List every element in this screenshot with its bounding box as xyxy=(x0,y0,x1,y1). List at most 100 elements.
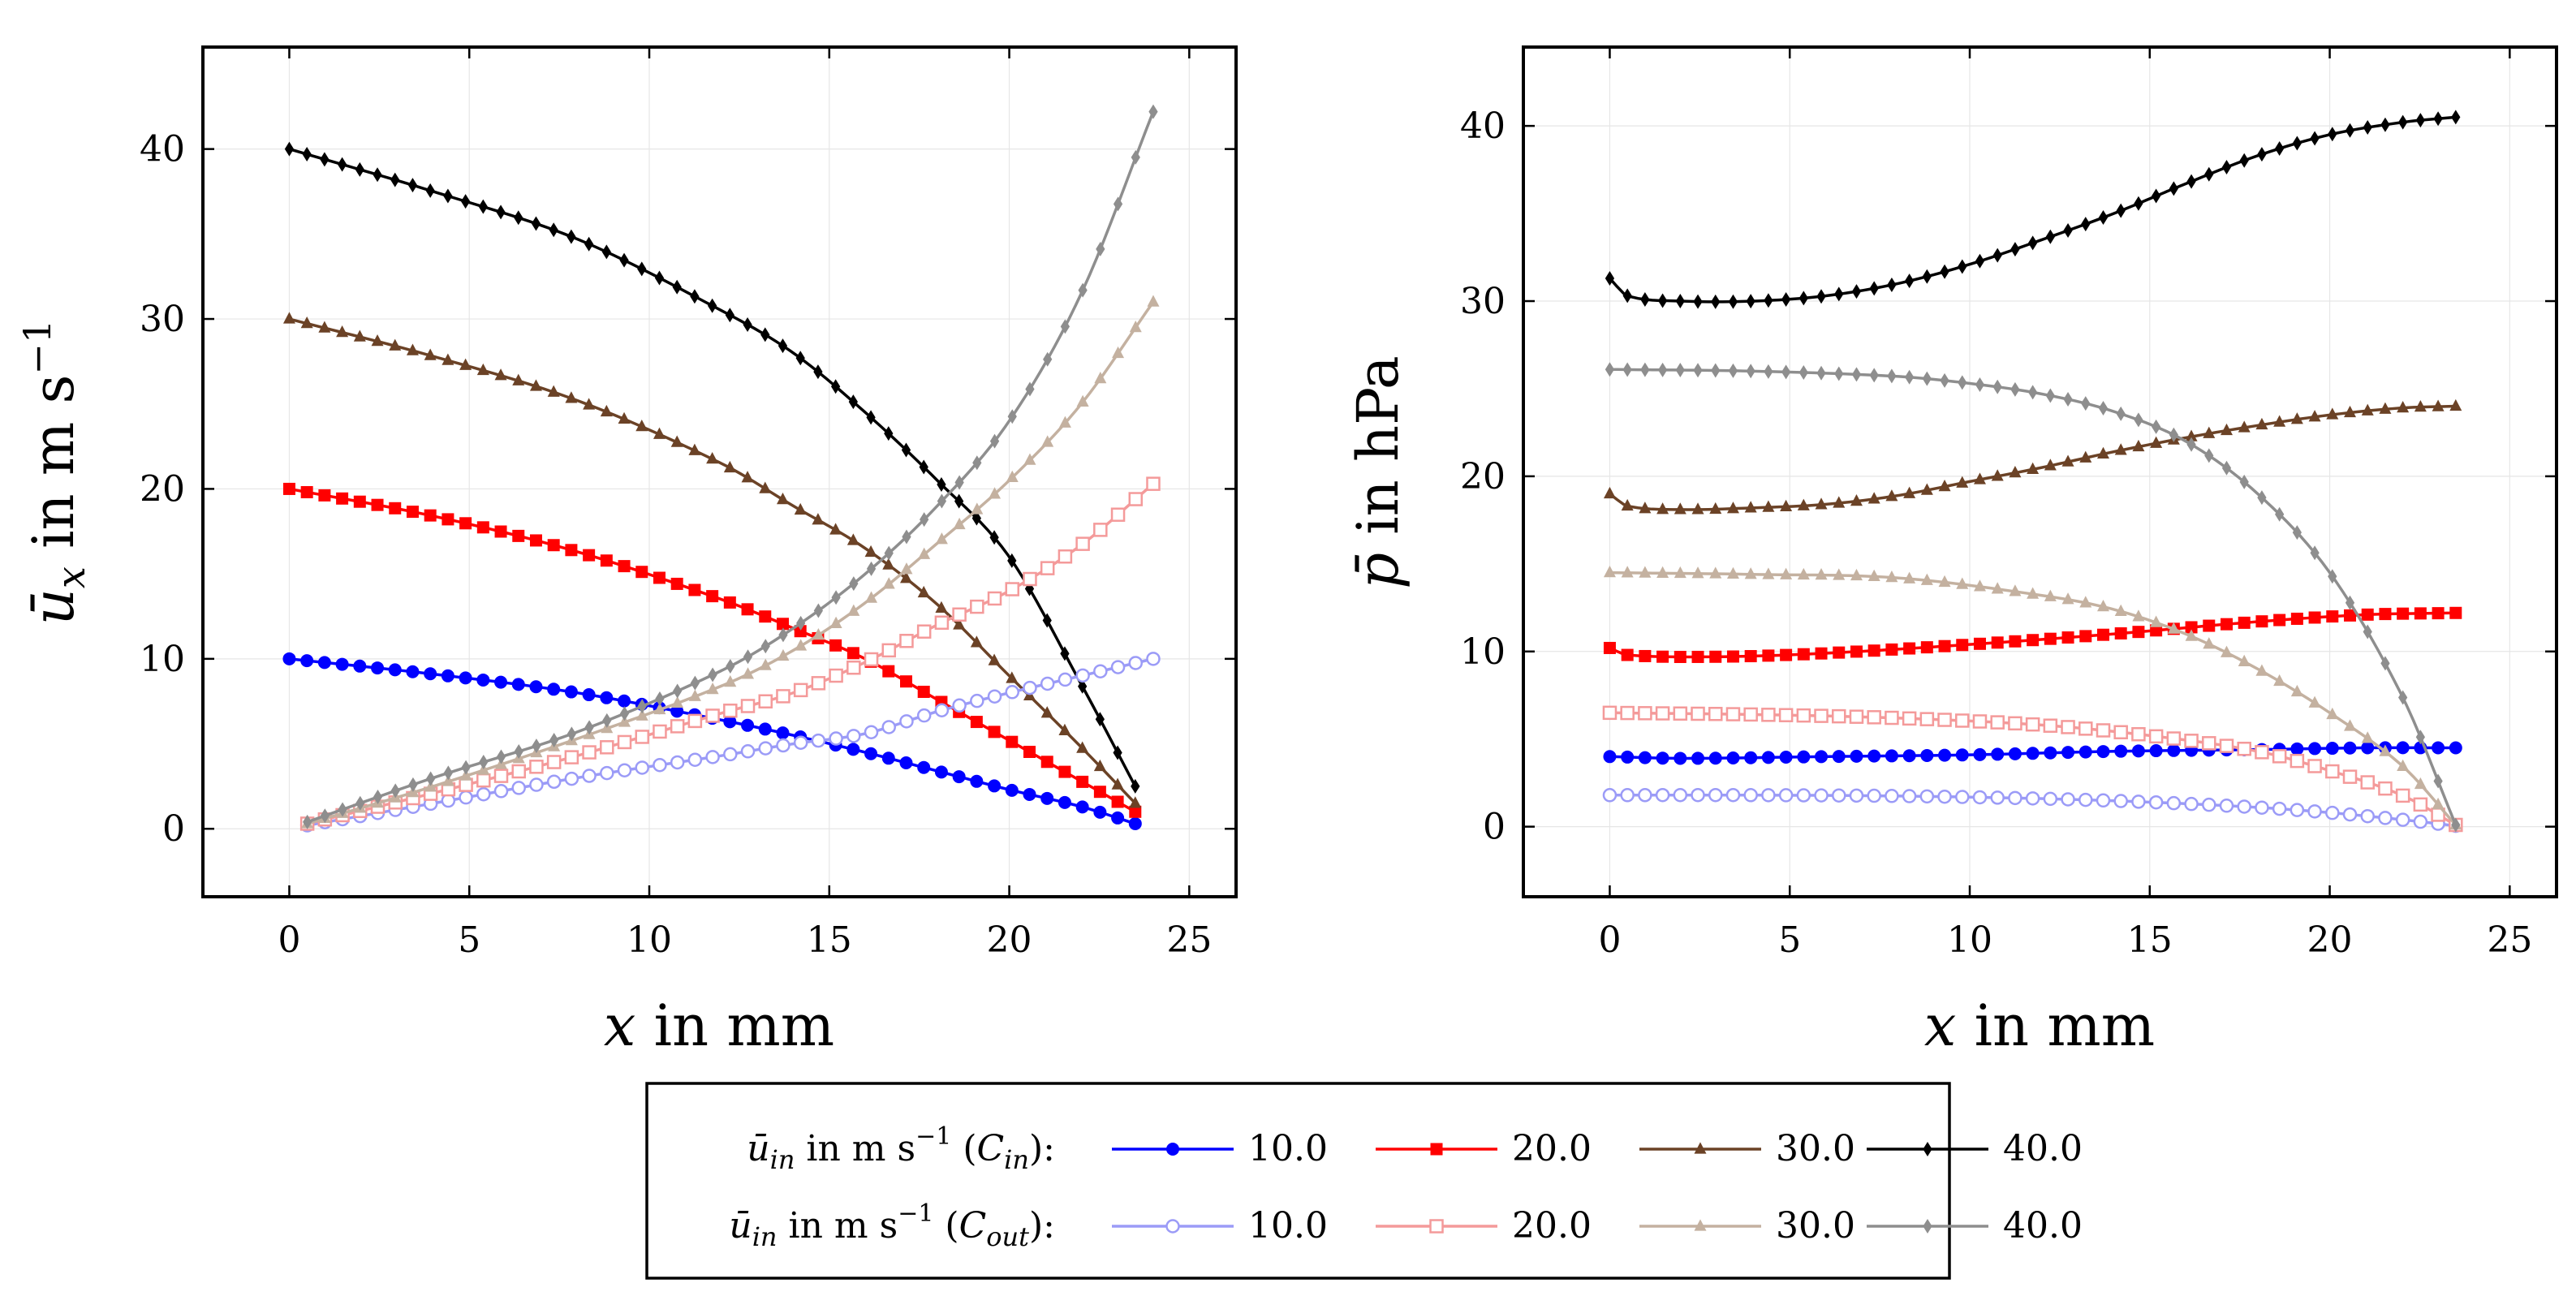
pressure-point xyxy=(1973,747,1987,761)
velocity-series-C_in-20.0 xyxy=(282,482,1142,818)
legend-marker xyxy=(1166,1143,1179,1156)
pressure-point xyxy=(1815,750,1829,764)
legend-entries: 10.0 20.0 30.0 40.0 10.0 20.0 30.0 40.0 xyxy=(1112,1128,2083,1247)
legend-entry-label: 20.0 xyxy=(1512,1128,1592,1169)
velocity-xlabel: x in mm xyxy=(604,993,834,1059)
velocity-point xyxy=(759,610,772,623)
pressure-point xyxy=(1814,788,1829,803)
pressure-series-C_out-30.0 xyxy=(1603,566,2462,830)
pressure-point xyxy=(2432,741,2445,755)
pressure-point xyxy=(2396,741,2410,755)
velocity-point xyxy=(902,529,911,545)
pressure-point xyxy=(2114,443,2127,455)
pressure-point xyxy=(2219,738,2234,753)
velocity-point xyxy=(547,385,560,397)
pressure-ytick-label: 30 xyxy=(1460,281,1506,322)
velocity-point xyxy=(987,689,1002,704)
pressure-point xyxy=(2378,811,2393,825)
pressure-point xyxy=(1746,294,1755,309)
pressure-point xyxy=(1920,483,1933,495)
velocity-point xyxy=(654,270,665,286)
pressure-point xyxy=(2131,794,2146,809)
pressure-point xyxy=(2150,624,2163,637)
pressure-point xyxy=(1675,293,1685,308)
pressure-point xyxy=(1940,264,1949,279)
pressure-point xyxy=(2414,607,2427,620)
velocity-point xyxy=(723,596,736,609)
pressure-point xyxy=(1975,253,1985,269)
pressure-point xyxy=(1780,499,1793,511)
pressure-xtick-label: 25 xyxy=(2487,919,2532,961)
pressure-point xyxy=(1815,497,1828,510)
velocity-point xyxy=(1007,553,1017,568)
velocity-point xyxy=(442,353,454,365)
velocity-point xyxy=(916,708,932,723)
pressure-point xyxy=(2451,817,2461,833)
velocity-ytick-label: 10 xyxy=(140,639,185,680)
pressure-point xyxy=(2290,753,2305,769)
velocity-point xyxy=(831,590,841,605)
velocity-point xyxy=(512,373,525,385)
velocity-point xyxy=(549,733,559,748)
velocity-point xyxy=(688,583,701,596)
velocity-point xyxy=(920,512,929,527)
velocity-point xyxy=(934,703,950,717)
velocity-point xyxy=(619,252,629,268)
pressure-point xyxy=(1992,248,2002,263)
velocity-point xyxy=(952,607,967,622)
pressure-ylabel: p̄ in hPa xyxy=(1345,355,1411,589)
velocity-point xyxy=(532,738,541,754)
velocity-point xyxy=(1093,759,1106,772)
pressure-point xyxy=(2078,745,2092,759)
velocity-point xyxy=(989,433,1000,449)
pressure-point xyxy=(1639,566,1652,578)
velocity-point xyxy=(884,545,894,561)
pressure-point xyxy=(2310,545,2320,561)
pressure-point xyxy=(2290,742,2304,756)
pressure-point xyxy=(1675,363,1685,378)
pressure-point xyxy=(1726,502,1739,514)
pressure-point xyxy=(2114,744,2128,758)
velocity-point xyxy=(1006,671,1019,683)
pressure-point xyxy=(1867,569,1880,582)
pressure-point xyxy=(1938,748,1952,762)
velocity-point xyxy=(971,502,984,515)
velocity-point xyxy=(531,216,541,231)
velocity-point xyxy=(442,513,454,526)
pressure-point xyxy=(2079,596,2092,608)
velocity-point xyxy=(1043,351,1053,367)
velocity-point xyxy=(725,308,734,323)
velocity-point xyxy=(476,363,489,376)
velocity-point xyxy=(564,771,579,786)
pressure-point xyxy=(1674,650,1686,663)
pressure-series-C_in-30.0 xyxy=(1603,398,2462,515)
pressure-point xyxy=(2025,717,2040,732)
pressure-point xyxy=(2061,720,2075,734)
pressure-point xyxy=(1657,293,1668,308)
velocity-point xyxy=(1005,685,1020,700)
velocity-point xyxy=(1040,791,1054,805)
velocity-point xyxy=(1113,745,1122,760)
pressure-point xyxy=(2044,632,2057,645)
velocity-point xyxy=(900,571,913,583)
velocity-point xyxy=(813,603,824,618)
pressure-point xyxy=(2361,741,2375,755)
pressure-point xyxy=(1640,362,1650,377)
pressure-point xyxy=(2239,474,2249,489)
pressure-point xyxy=(2219,799,2234,813)
velocity-point xyxy=(529,760,544,774)
velocity-point xyxy=(353,495,366,508)
pressure-point xyxy=(1920,573,1933,585)
velocity-point xyxy=(493,769,509,783)
velocity-point xyxy=(478,199,488,214)
pressure-point xyxy=(2238,654,2251,667)
velocity-point xyxy=(1129,320,1142,333)
velocity-point xyxy=(670,755,685,770)
velocity-point xyxy=(318,489,331,502)
velocity-point xyxy=(970,599,984,614)
pressure-point xyxy=(1603,566,1616,578)
velocity-point xyxy=(407,178,418,193)
pressure-point xyxy=(2255,417,2268,430)
pressure-point xyxy=(2290,684,2303,697)
pressure-point xyxy=(2167,743,2181,757)
